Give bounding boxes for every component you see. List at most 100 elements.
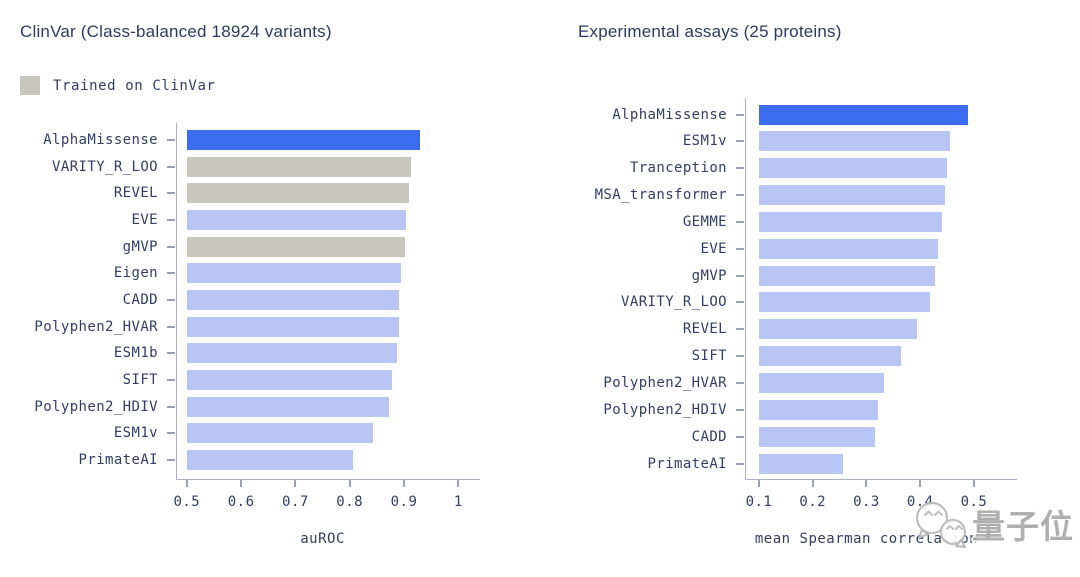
x-tick-label: 0.7 <box>282 494 309 510</box>
y-tick <box>736 113 744 116</box>
wechat-chat-bubbles-icon <box>915 501 967 549</box>
watermark-text: 量子位 <box>972 507 1074 546</box>
y-tick <box>167 219 175 221</box>
category-label: PrimateAI <box>78 452 158 469</box>
category-label: Polyphen2_HVAR <box>34 318 158 335</box>
bar-CADD <box>186 290 400 311</box>
y-tick <box>167 245 175 248</box>
x-tick <box>457 480 460 487</box>
y-tick <box>167 299 175 302</box>
bar-Polyphen2_HDIV <box>758 399 879 420</box>
category-label: REVEL <box>682 321 727 338</box>
bar-PrimateAI <box>758 453 844 474</box>
y-tick <box>736 274 744 277</box>
bar-ESM1v <box>758 131 951 152</box>
y-tick <box>167 459 175 462</box>
watermark: 量子位 <box>910 496 1080 558</box>
bar-Eigen <box>186 263 401 284</box>
y-tick <box>736 328 744 331</box>
bar-CADD <box>758 426 876 447</box>
bar-REVEL <box>758 319 917 340</box>
x-tick <box>865 480 868 487</box>
category-label: CADD <box>691 428 727 445</box>
category-label: EVE <box>131 212 158 228</box>
category-label: GEMME <box>682 213 727 230</box>
x-tick <box>185 480 188 487</box>
category-label: ESM1v <box>113 425 158 442</box>
bar-Polyphen2_HVAR <box>758 373 885 393</box>
category-label: AlphaMissense <box>43 132 158 148</box>
x-tick <box>240 480 243 487</box>
x-tick <box>294 480 297 487</box>
x-tick-label: 0.9 <box>390 494 418 510</box>
y-tick <box>167 272 175 275</box>
plot-area <box>176 123 480 480</box>
category-label: gMVP <box>691 267 727 284</box>
bar-AlphaMissense <box>758 104 969 125</box>
x-tick-label: 1 <box>453 494 463 510</box>
bar-gMVP <box>186 236 406 257</box>
y-tick <box>736 167 744 170</box>
y-tick <box>736 355 744 358</box>
category-label: Polyphen2_HDIV <box>603 401 727 418</box>
y-tick <box>736 194 744 197</box>
category-label: CADD <box>122 292 158 309</box>
category-label: Polyphen2_HDIV <box>34 398 158 415</box>
x-tick-label: 0.5 <box>173 494 201 510</box>
category-label: PrimateAI <box>647 455 727 472</box>
category-label: MSA_transformer <box>594 187 727 204</box>
legend-trained-on-clinvar: Trained on ClinVar <box>20 76 216 95</box>
y-tick <box>736 301 744 304</box>
y-tick <box>167 192 175 195</box>
y-tick <box>167 325 175 328</box>
y-tick <box>736 462 744 465</box>
category-label: Tranception <box>629 160 727 177</box>
x-tick <box>348 480 351 487</box>
y-tick <box>736 140 744 143</box>
bar-EVE <box>186 210 406 230</box>
y-tick <box>736 247 744 250</box>
x-tick <box>757 480 760 487</box>
category-label: SIFT <box>691 348 727 365</box>
y-tick <box>736 382 744 384</box>
bar-VARITY_R_LOO <box>758 292 930 313</box>
bar-Polyphen2_HDIV <box>186 396 389 417</box>
bar-GEMME <box>758 211 943 232</box>
category-label: ESM1b <box>113 345 158 362</box>
y-tick <box>736 408 744 411</box>
x-tick-label: 0.6 <box>227 494 255 510</box>
bar-SIFT <box>186 370 392 391</box>
chart-title-clinvar: ClinVar (Class-balanced 18924 variants) <box>20 22 332 41</box>
legend-swatch <box>20 76 40 95</box>
x-axis-label-auroc: auROC <box>300 531 345 547</box>
category-label: Polyphen2_HVAR <box>603 375 727 391</box>
y-tick <box>167 352 175 355</box>
y-tick <box>167 165 175 168</box>
category-label: ESM1v <box>682 133 727 150</box>
x-tick <box>919 480 922 487</box>
bar-gMVP <box>758 265 936 286</box>
y-tick <box>736 435 744 438</box>
x-tick <box>972 480 975 487</box>
bar-ESM1v <box>186 423 373 444</box>
y-tick <box>736 220 744 223</box>
plot-area <box>745 98 1017 480</box>
x-tick-label: 0.8 <box>336 494 364 510</box>
category-label: VARITY_R_LOO <box>52 158 158 175</box>
category-label: EVE <box>700 240 727 257</box>
bar-Tranception <box>758 158 948 179</box>
y-tick <box>167 379 175 382</box>
category-label: AlphaMissense <box>612 106 727 123</box>
bar-ESM1b <box>186 343 398 364</box>
legend-label: Trained on ClinVar <box>53 77 216 94</box>
x-tick-label: 0.1 <box>745 494 773 510</box>
category-label: VARITY_R_LOO <box>621 294 727 311</box>
x-tick-label: 0.3 <box>853 494 880 510</box>
category-label: Eigen <box>113 265 158 282</box>
bar-MSA_transformer <box>758 185 945 206</box>
category-label: SIFT <box>122 372 158 389</box>
y-tick <box>167 139 175 141</box>
